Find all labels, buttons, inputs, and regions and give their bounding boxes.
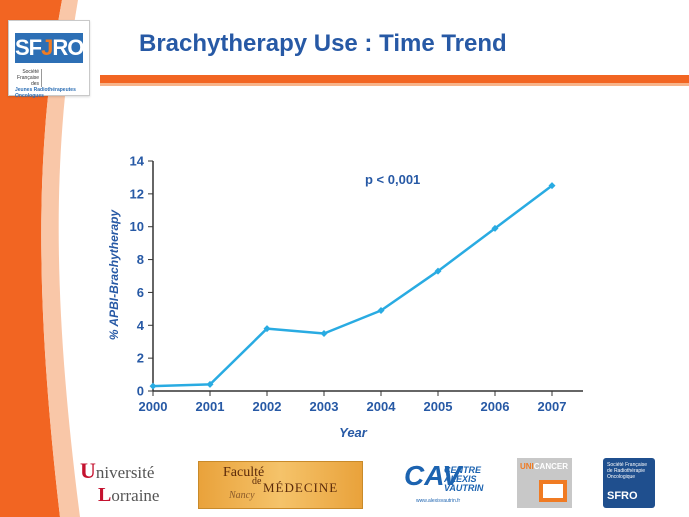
header-divider-light (100, 83, 689, 86)
data-point (320, 330, 328, 337)
data-point (149, 382, 157, 390)
unicancer-logo: UNICANCER (517, 458, 572, 508)
y-tick-label: 4 (137, 318, 145, 333)
x-tick-label: 2000 (139, 399, 168, 414)
sfjro-logo: SFJRO Société Française desJeunes Radiot… (8, 20, 90, 99)
p-value-annotation: p < 0,001 (365, 172, 420, 187)
y-tick-label: 2 (137, 351, 144, 366)
y-axis: 0 2 4 6 8 10 12 14 (130, 154, 154, 399)
sfjro-logo-subtitle: Société Française desJeunes Radiothérape… (13, 69, 87, 99)
data-point (377, 307, 385, 314)
header-divider (100, 75, 689, 83)
series-line (152, 184, 553, 388)
sfro-logo: Société Française de Radiothérapie Oncol… (603, 458, 655, 508)
data-point (434, 267, 442, 275)
line-chart: 0 2 4 6 8 10 12 14 2000 2001 2002 2003 2004 2005 2006… (107, 154, 583, 440)
y-tick-label: 6 (137, 285, 144, 300)
x-tick-label: 2002 (253, 399, 282, 414)
y-tick-label: 10 (130, 219, 144, 234)
y-tick-label: 14 (130, 154, 145, 169)
y-tick-label: 0 (137, 384, 144, 399)
sfjro-logo-col2: Jeunes Radiothérapeutes Oncologues (15, 87, 76, 99)
x-tick-label: 2001 (196, 399, 225, 414)
y-axis-label: % APBI-Brachytherapy (107, 209, 121, 341)
x-tick-label: 2006 (481, 399, 510, 414)
data-point (206, 380, 214, 388)
x-tick-label: 2005 (424, 399, 453, 414)
slide-title: Brachytherapy Use : Time Trend (139, 30, 507, 57)
series-layer (149, 182, 556, 390)
data-point (548, 182, 556, 190)
y-tick-label: 12 (130, 186, 144, 201)
x-axis: 2000 2001 2002 2003 2004 2005 2006 2007 (139, 390, 583, 414)
x-tick-label: 2007 (538, 399, 567, 414)
data-point (491, 224, 499, 232)
x-tick-label: 2004 (367, 399, 397, 414)
faculte-medecine-logo: Faculté de MÉDECINE Nancy (198, 461, 363, 509)
sfjro-logo-col1: Société Française des (13, 69, 42, 87)
sfjro-logo-mark: SFJRO (15, 33, 84, 63)
x-tick-label: 2003 (310, 399, 339, 414)
data-point (263, 325, 271, 333)
x-axis-label: Year (339, 425, 368, 440)
universite-lorraine-logo: Université Lorraine (80, 458, 160, 506)
centre-alexis-vautrin-logo: CAV CENTRE ALEXIS VAUTRIN www.alexisvautri… (404, 460, 484, 504)
y-tick-label: 8 (137, 252, 144, 267)
